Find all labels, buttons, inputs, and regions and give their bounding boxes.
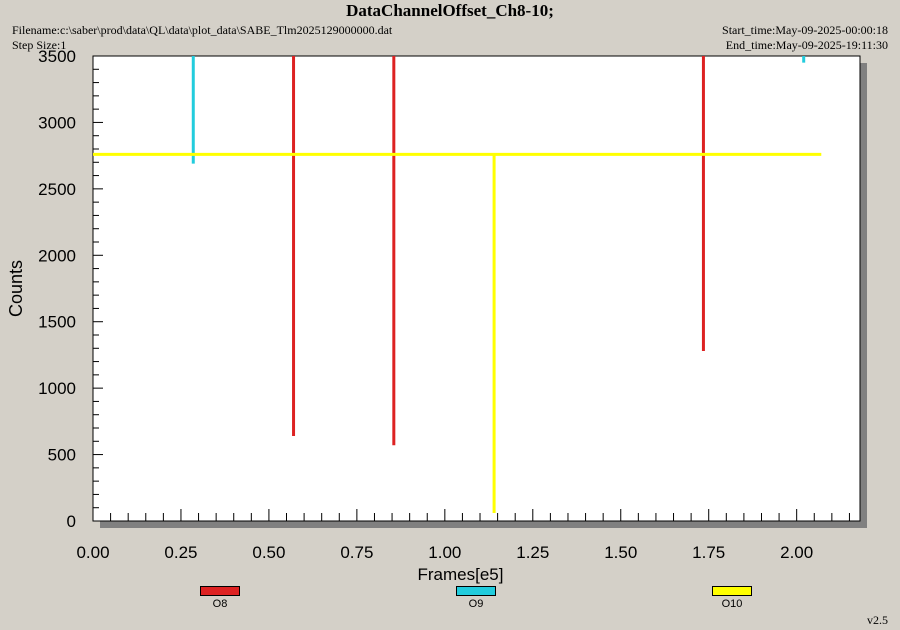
version-label: v2.5 [867,613,888,627]
x-tick-label: 0.00 [76,543,109,562]
x-tick-label: 1.25 [516,543,549,562]
legend-item-o9: O9 [446,586,506,610]
legend-label-o8: O8 [212,598,228,610]
y-tick-label: 3000 [38,113,76,132]
x-tick-label: 1.00 [428,543,461,562]
legend-item-o10: O10 [702,586,762,610]
legend-swatch-o9 [456,586,496,596]
y-tick-label: 0 [67,512,76,531]
y-tick-label: 2000 [38,246,76,265]
x-tick-label: 2.00 [780,543,813,562]
y-tick-label: 500 [48,446,76,465]
legend-label-o10: O10 [721,598,743,610]
y-tick-label: 1000 [38,379,76,398]
legend-label-o9: O9 [468,598,484,610]
legend-item-o8: O8 [190,586,250,610]
filename-label: Filename:c:\saber\prod\data\QL\data\plot… [12,23,393,37]
start-time-label: Start_time:May-09-2025-00:00:18 [722,23,888,37]
x-tick-label: 0.50 [252,543,285,562]
plot-background [92,55,861,522]
legend-swatch-o10 [712,586,752,596]
y-tick-label: 2500 [38,180,76,199]
x-axis-label: Frames[e5] [418,565,504,584]
x-tick-label: 0.25 [164,543,197,562]
chart-title: DataChannelOffset_Ch8-10; [346,1,554,20]
step-size-label: Step Size:1 [12,38,67,52]
x-tick-label: 1.50 [604,543,637,562]
y-tick-label: 3500 [38,47,76,66]
legend-swatch-o8 [200,586,240,596]
y-tick-label: 1500 [38,313,76,332]
end-time-label: End_time:May-09-2025-19:11:30 [725,38,888,52]
x-tick-label: 0.75 [340,543,373,562]
x-tick-label: 1.75 [692,543,725,562]
y-axis-label: Counts [6,260,26,317]
